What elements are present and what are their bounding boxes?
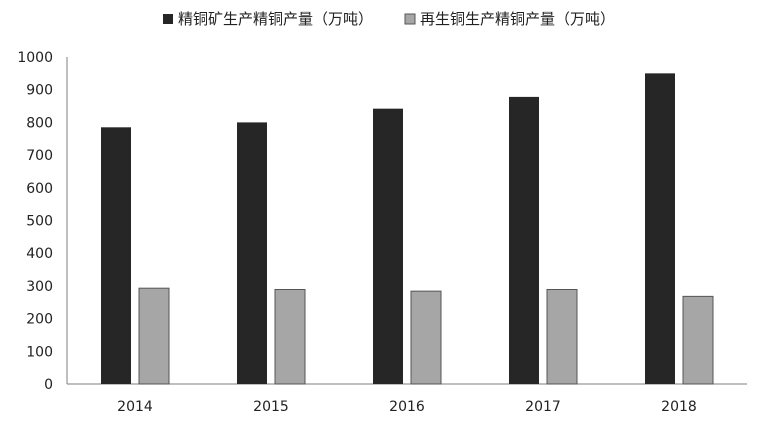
legend-label-recycled-copper: 再生铜生产精铜产量（万吨） xyxy=(420,10,615,28)
y-tick-label-0: 0 xyxy=(44,377,53,393)
bar-mine-copper-2015 xyxy=(237,122,267,385)
bar-recycled-copper-2014 xyxy=(138,287,170,385)
y-tick-label-500: 500 xyxy=(26,214,53,230)
bar-recycled-copper-2016 xyxy=(410,290,442,385)
x-tick-label-2015: 2015 xyxy=(253,399,289,415)
y-tick-label-100: 100 xyxy=(26,344,53,360)
y-tick-labels: 0 100 200 300 400 500 600 700 800 900 1000 xyxy=(17,50,53,393)
y-tick-label-200: 200 xyxy=(26,312,53,328)
y-tick-label-300: 300 xyxy=(26,279,53,295)
legend-swatch-recycled-copper xyxy=(404,13,416,25)
y-tick-label-1000: 1000 xyxy=(17,50,53,66)
legend-label-mine-copper: 精铜矿生产精铜产量（万吨） xyxy=(178,10,373,28)
x-tick-label-2014: 2014 xyxy=(117,399,153,415)
x-tick-label-2018: 2018 xyxy=(661,399,697,415)
bar-recycled-copper-2015 xyxy=(274,288,306,385)
axes xyxy=(66,57,747,385)
bar-mine-copper-2016 xyxy=(373,108,403,384)
legend-swatch-mine-copper xyxy=(163,14,173,24)
x-tick-labels: 2014 2015 2016 2017 2018 xyxy=(117,399,697,415)
y-tick-label-600: 600 xyxy=(26,181,53,197)
legend: 精铜矿生产精铜产量（万吨） 再生铜生产精铜产量（万吨） xyxy=(163,10,615,28)
y-tick-label-400: 400 xyxy=(26,246,53,262)
x-tick-label-2017: 2017 xyxy=(525,399,561,415)
y-tick-label-900: 900 xyxy=(26,83,53,99)
x-tick-label-2016: 2016 xyxy=(389,399,425,415)
bar-mine-copper-2017 xyxy=(509,96,539,385)
bar-mine-copper-2018 xyxy=(645,73,675,384)
bars xyxy=(101,73,714,385)
y-tick-label-800: 800 xyxy=(26,115,53,131)
bar-mine-copper-2014 xyxy=(101,127,131,385)
bar-recycled-copper-2017 xyxy=(546,288,578,385)
y-tick-label-700: 700 xyxy=(26,148,53,164)
bar-recycled-copper-2018 xyxy=(682,295,714,385)
